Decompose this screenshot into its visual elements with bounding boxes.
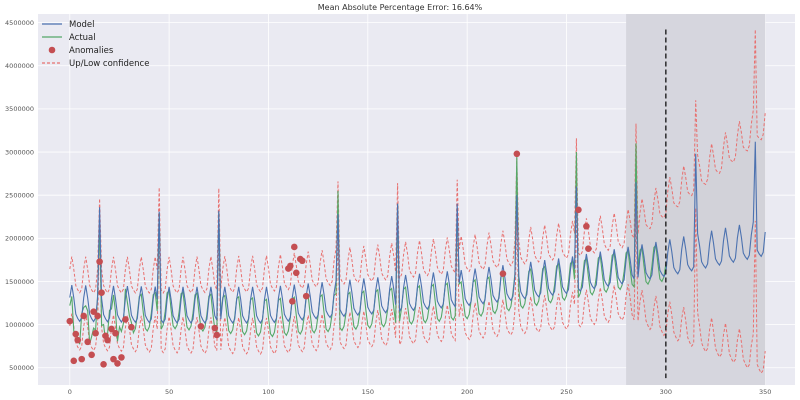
- x-tick-label: 350: [759, 388, 771, 396]
- x-tick-label: 150: [362, 388, 374, 396]
- actual-series-line: [69, 143, 667, 345]
- anomaly-point: [104, 336, 111, 344]
- legend-item: Model: [42, 20, 95, 30]
- legend-label: Actual: [69, 33, 96, 43]
- anomaly-point: [292, 269, 300, 277]
- legend-label: Model: [69, 20, 95, 30]
- anomaly-point: [96, 258, 103, 265]
- anomaly-point: [110, 355, 117, 363]
- y-tick-label: 2000000: [5, 235, 34, 243]
- anomaly-point: [100, 360, 107, 368]
- legend: Model Actual Anomalies Up/Low confidence: [42, 20, 149, 69]
- anomaly-point: [583, 222, 590, 230]
- anomaly-point: [94, 312, 101, 320]
- anomaly-point: [499, 270, 507, 278]
- confidence-fill: [626, 29, 766, 374]
- legend-item: Actual: [42, 33, 96, 43]
- x-tick-label: 300: [660, 388, 672, 396]
- x-tick-label: 250: [560, 388, 572, 396]
- anomaly-point: [213, 331, 221, 339]
- anomaly-point: [118, 354, 125, 361]
- anomaly-point: [291, 243, 298, 251]
- legend-label: Up/Low confidence: [69, 59, 149, 69]
- legend-marker-anomalies: [48, 46, 56, 54]
- y-tick-label: 4000000: [5, 62, 34, 70]
- anomaly-point: [98, 289, 105, 296]
- y-tick-label: 500000: [9, 364, 34, 372]
- anomaly-point: [108, 325, 115, 333]
- series-lines: [69, 141, 766, 345]
- anomaly-point: [585, 245, 592, 252]
- anomaly-point: [88, 351, 95, 359]
- anomaly-point: [289, 298, 296, 305]
- y-tick-label: 1500000: [5, 278, 34, 286]
- y-tick-label: 2500000: [5, 191, 34, 199]
- anomaly-point: [84, 338, 91, 346]
- x-tick-label: 50: [165, 388, 173, 396]
- anomaly-point: [66, 317, 74, 325]
- y-tick-label: 3000000: [5, 148, 34, 156]
- anomaly-point: [114, 360, 121, 367]
- anomaly-point: [78, 355, 86, 363]
- anomaly-markers: [66, 150, 592, 368]
- anomaly-point: [80, 312, 87, 320]
- axis-tick-labels: 500000 1000000 1500000 2000000 2500000 300000…: [5, 19, 771, 396]
- upper-confidence-line: [69, 29, 766, 294]
- confidence-band: [69, 29, 766, 375]
- x-tick-label: 0: [68, 388, 72, 396]
- anomaly-point: [298, 257, 306, 265]
- model-series-line: [69, 141, 766, 324]
- anomaly-point: [122, 316, 129, 323]
- anomaly-point: [287, 262, 294, 270]
- anomaly-point: [72, 330, 80, 338]
- anomaly-point: [70, 357, 78, 365]
- anomaly-point: [90, 308, 97, 315]
- anomaly-point: [128, 323, 135, 331]
- anomaly-point: [302, 292, 310, 300]
- anomaly-point: [112, 329, 119, 337]
- anomaly-point: [513, 150, 521, 158]
- x-tick-label: 200: [461, 388, 473, 396]
- anomaly-point: [211, 324, 219, 332]
- chart-title: Mean Absolute Percentage Error: 16.64%: [318, 3, 483, 12]
- y-tick-label: 4500000: [5, 19, 34, 27]
- legend-label: Anomalies: [69, 46, 114, 56]
- anomaly-point: [197, 323, 205, 330]
- legend-item: Anomalies: [48, 46, 114, 56]
- anomaly-point: [575, 206, 582, 214]
- y-tick-label: 1000000: [5, 321, 34, 329]
- anomaly-point: [74, 336, 82, 344]
- y-tick-label: 3500000: [5, 105, 34, 113]
- anomaly-point: [92, 329, 99, 337]
- legend-item: Up/Low confidence: [42, 59, 149, 69]
- x-tick-label: 100: [262, 388, 274, 396]
- lower-confidence-line: [69, 208, 766, 375]
